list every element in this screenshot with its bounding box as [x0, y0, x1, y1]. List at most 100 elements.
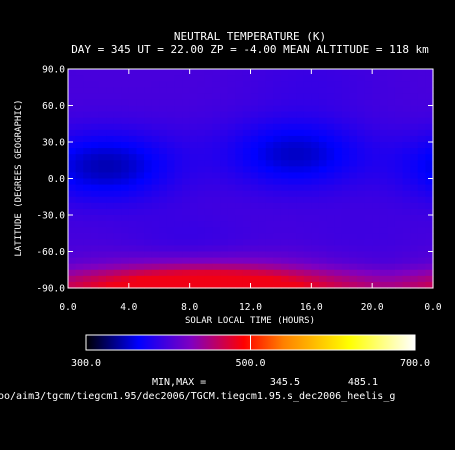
heatmap-cell: [242, 263, 252, 271]
heatmap-cell: [280, 245, 290, 253]
heatmap-cell: [341, 142, 350, 149]
heatmap-cell: [212, 257, 221, 265]
heatmap-cell: [258, 129, 267, 137]
heatmap-cell: [402, 160, 411, 167]
heatmap-cell: [227, 105, 236, 113]
heatmap-cell: [90, 178, 100, 186]
heatmap-cell: [197, 257, 206, 265]
heatmap-cell: [296, 154, 305, 161]
heatmap-cell: [174, 75, 183, 82]
heatmap-cell: [364, 190, 373, 198]
heatmap-cell: [372, 239, 381, 247]
heatmap-cell: [326, 233, 335, 240]
heatmap-cell: [394, 275, 404, 283]
heatmap-cell: [280, 117, 290, 125]
heatmap-cell: [98, 87, 107, 94]
heatmap-cell: [425, 269, 434, 277]
heatmap-cell: [151, 129, 160, 137]
heatmap-cell: [166, 99, 176, 107]
heatmap-cell: [372, 275, 381, 283]
heatmap-cell: [212, 208, 221, 216]
heatmap-cell: [334, 129, 343, 137]
heatmap-cell: [166, 172, 176, 180]
heatmap-cell: [197, 196, 206, 204]
heatmap-cell: [425, 148, 434, 155]
y-tick-label: -30.0: [36, 211, 65, 222]
heatmap-cell: [417, 202, 426, 210]
heatmap-cell: [166, 208, 176, 216]
heatmap-cell: [136, 196, 145, 204]
heatmap-cell: [410, 269, 419, 277]
heatmap-cell: [144, 99, 153, 107]
heatmap-cell: [144, 190, 153, 198]
heatmap-cell: [296, 166, 305, 174]
heatmap-cell: [288, 105, 297, 113]
heatmap-cell: [159, 263, 168, 271]
heatmap-cell: [280, 178, 290, 186]
heatmap-cell: [98, 69, 107, 76]
heatmap-cell: [296, 129, 305, 137]
heatmap-cell: [273, 202, 282, 210]
heatmap-cell: [151, 87, 160, 94]
heatmap-cell: [113, 202, 122, 210]
heatmap-cell: [273, 233, 282, 240]
heatmap-cell: [227, 166, 236, 174]
heatmap-cell: [311, 239, 320, 247]
heatmap-cell: [258, 184, 267, 192]
heatmap-cell: [174, 93, 183, 101]
heatmap-cell: [303, 245, 312, 253]
heatmap-cell: [296, 269, 305, 277]
heatmap-cell: [197, 135, 206, 143]
heatmap-cell: [288, 257, 297, 265]
heatmap-cell: [250, 263, 259, 271]
heatmap-cell: [242, 281, 252, 289]
heatmap-cell: [425, 160, 434, 167]
heatmap-cell: [136, 184, 145, 192]
heatmap-cell: [417, 69, 426, 76]
heatmap-cell: [341, 117, 350, 125]
heatmap-cell: [197, 172, 206, 180]
heatmap-cell: [311, 233, 320, 240]
heatmap-cell: [379, 257, 388, 265]
heatmap-cell: [280, 166, 290, 174]
heatmap-cell: [90, 166, 100, 174]
heatmap-cell: [288, 166, 297, 174]
heatmap-cell: [159, 221, 168, 228]
heatmap-cell: [250, 148, 259, 155]
heatmap-cell: [364, 227, 373, 234]
heatmap-cell: [318, 269, 328, 277]
heatmap-cell: [402, 196, 411, 204]
heatmap-cell: [280, 75, 290, 82]
heatmap-cell: [121, 208, 130, 216]
heatmap-cell: [417, 160, 426, 167]
heatmap-cell: [349, 178, 358, 186]
heatmap-cell: [341, 154, 350, 161]
heatmap-field: [68, 69, 434, 289]
heatmap-cell: [242, 257, 252, 265]
heatmap-cell: [121, 123, 130, 131]
heatmap-cell: [341, 233, 350, 240]
heatmap-cell: [106, 111, 115, 119]
heatmap-cell: [90, 215, 100, 222]
heatmap-cell: [288, 221, 297, 228]
heatmap-cell: [372, 135, 381, 143]
heatmap-cell: [75, 69, 84, 76]
heatmap-cell: [197, 275, 206, 283]
heatmap-cell: [90, 263, 100, 271]
heatmap-cell: [394, 117, 404, 125]
heatmap-cell: [425, 99, 434, 107]
heatmap-cell: [296, 239, 305, 247]
heatmap-cell: [98, 148, 107, 155]
heatmap-cell: [113, 154, 122, 161]
heatmap-cell: [136, 257, 145, 265]
heatmap-cell: [273, 123, 282, 131]
heatmap-cell: [75, 196, 84, 204]
heatmap-cell: [83, 215, 92, 222]
heatmap-cell: [83, 129, 92, 137]
heatmap-cell: [280, 269, 290, 277]
heatmap-cell: [106, 81, 115, 88]
heatmap-cell: [326, 160, 335, 167]
heatmap-cell: [136, 269, 145, 277]
heatmap-cell: [68, 172, 77, 180]
heatmap-cell: [83, 257, 92, 265]
